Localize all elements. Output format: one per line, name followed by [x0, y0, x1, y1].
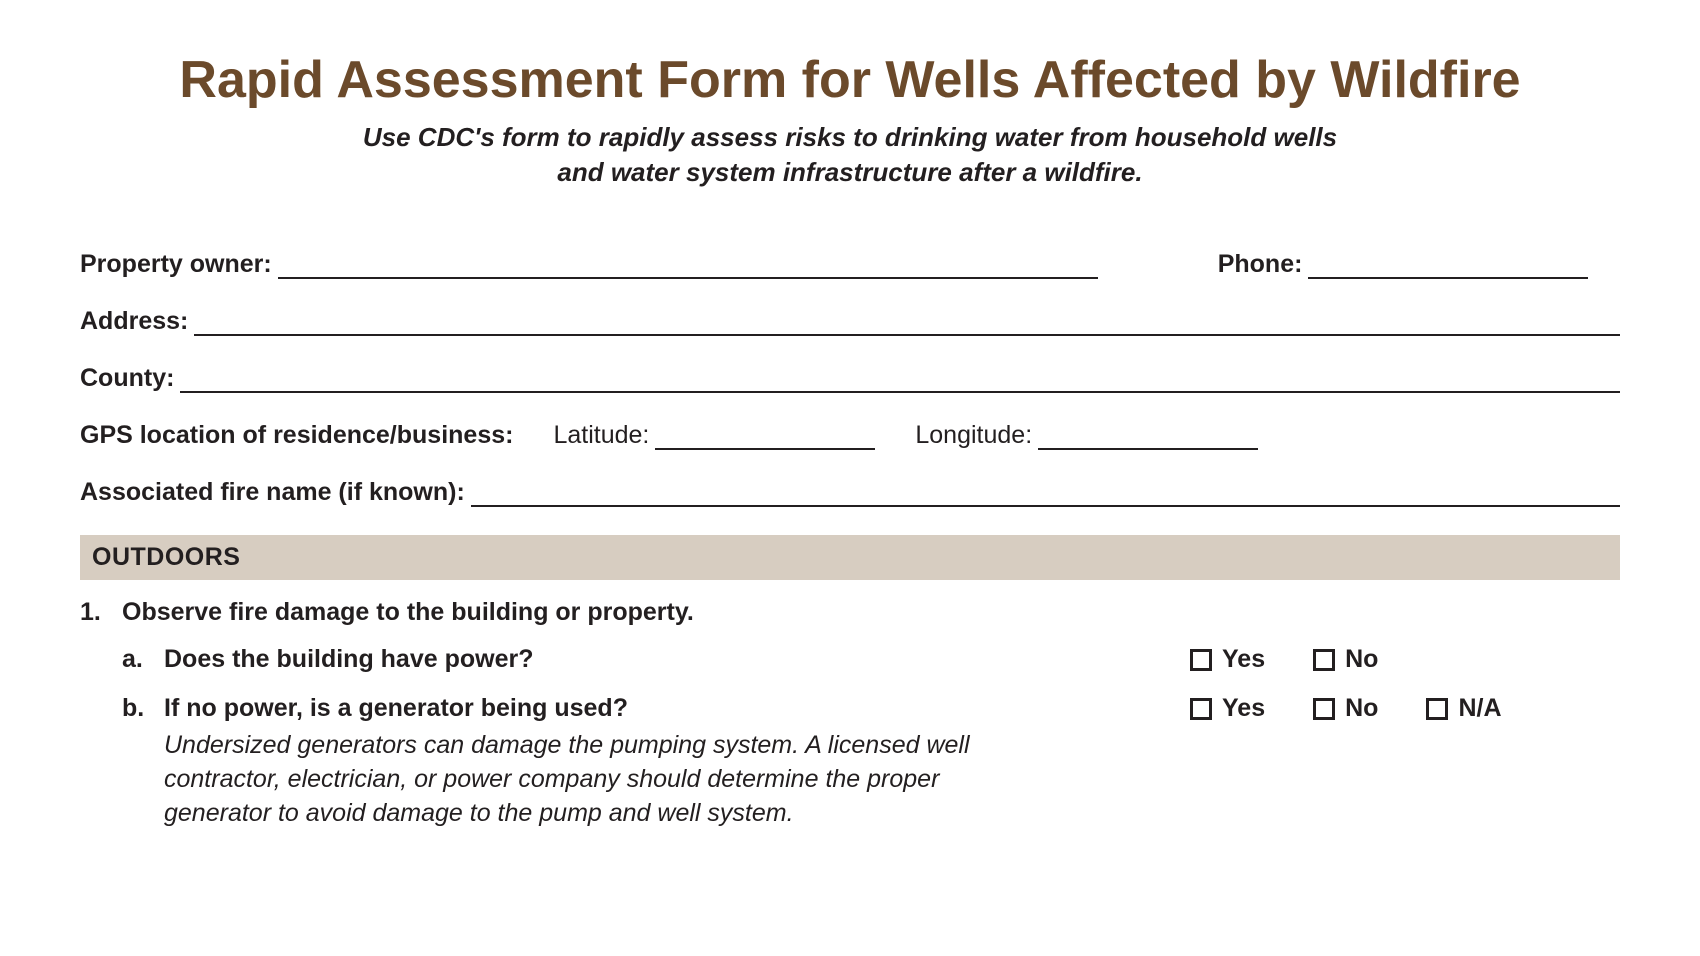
checkbox-icon [1313, 698, 1335, 720]
checkbox-icon [1426, 698, 1448, 720]
county-input[interactable] [180, 366, 1620, 394]
q1-text: Observe fire damage to the building or p… [122, 598, 1160, 627]
q1a-yes[interactable]: Yes [1190, 645, 1265, 674]
q1b-marker: b. [122, 694, 164, 723]
address-label: Address: [80, 307, 188, 336]
q1-number: 1. [80, 598, 122, 627]
latitude-label: Latitude: [553, 421, 649, 450]
row-gps: GPS location of residence/business: Lati… [80, 421, 1620, 450]
address-input[interactable] [194, 309, 1620, 337]
county-label: County: [80, 364, 174, 393]
question-1b: b. If no power, is a generator being use… [122, 694, 1620, 830]
q1a-marker: a. [122, 645, 164, 674]
section-header-outdoors: OUTDOORS [80, 535, 1620, 580]
question-list: 1. Observe fire damage to the building o… [80, 598, 1620, 830]
property-owner-label: Property owner: [80, 250, 272, 279]
longitude-input[interactable] [1038, 423, 1258, 451]
q1b-options: Yes No N/A [1190, 694, 1620, 723]
checkbox-icon [1190, 649, 1212, 671]
option-label-no: No [1345, 645, 1378, 674]
q1b-no[interactable]: No [1313, 694, 1378, 723]
q1b-yes[interactable]: Yes [1190, 694, 1265, 723]
q1b-text: If no power, is a generator being used? [164, 694, 1160, 723]
phone-label: Phone: [1218, 250, 1303, 279]
q1a-text: Does the building have power? [164, 645, 1160, 674]
longitude-label: Longitude: [915, 421, 1032, 450]
row-fire-name: Associated fire name (if known): [80, 478, 1620, 507]
property-owner-input[interactable] [278, 252, 1098, 280]
option-label-yes: Yes [1222, 694, 1265, 723]
option-label-yes: Yes [1222, 645, 1265, 674]
q1a-no[interactable]: No [1313, 645, 1378, 674]
row-county: County: [80, 364, 1620, 393]
checkbox-icon [1190, 698, 1212, 720]
option-label-na: N/A [1458, 694, 1501, 723]
form-title: Rapid Assessment Form for Wells Affected… [80, 50, 1620, 110]
subtitle-line-1: Use CDC's form to rapidly assess risks t… [363, 122, 1337, 152]
phone-input[interactable] [1308, 252, 1588, 280]
fire-name-label: Associated fire name (if known): [80, 478, 465, 507]
form-subtitle: Use CDC's form to rapidly assess risks t… [80, 120, 1620, 190]
gps-label: GPS location of residence/business: [80, 421, 513, 450]
question-1: 1. Observe fire damage to the building o… [80, 598, 1620, 627]
q1b-note: Undersized generators can damage the pum… [164, 729, 1044, 830]
row-address: Address: [80, 307, 1620, 336]
fire-name-input[interactable] [471, 480, 1620, 508]
latitude-input[interactable] [655, 423, 875, 451]
checkbox-icon [1313, 649, 1335, 671]
q1a-options: Yes No N/A [1190, 645, 1620, 674]
q1b-na[interactable]: N/A [1426, 694, 1501, 723]
question-1a: a. Does the building have power? Yes No … [122, 645, 1620, 674]
property-info-block: Property owner: Phone: Address: County: … [80, 250, 1620, 507]
row-owner-phone: Property owner: Phone: [80, 250, 1620, 279]
subtitle-line-2: and water system infrastructure after a … [557, 157, 1142, 187]
option-label-no: No [1345, 694, 1378, 723]
